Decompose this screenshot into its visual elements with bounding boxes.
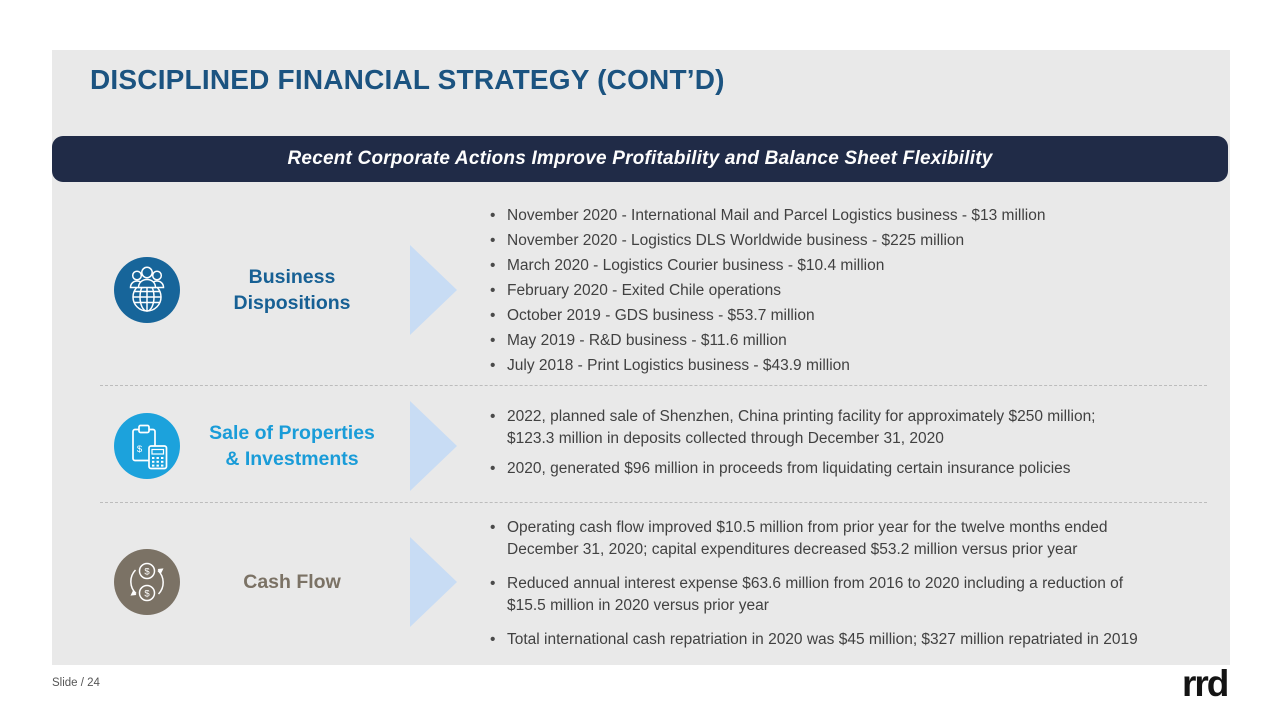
section-cash-flow: $ $ Cash Flow Operating cash flow improv…	[0, 512, 1280, 652]
section-label-cash-flow: Cash Flow	[243, 571, 341, 593]
dashed-separator	[100, 385, 1207, 386]
bullet-item: October 2019 - GDS business - $53.7 mill…	[488, 303, 1225, 328]
arrow-right-icon	[410, 401, 457, 491]
bullet-list-business-dispositions: November 2020 - International Mail and P…	[488, 203, 1225, 378]
bullet-item: Total international cash repatriation in…	[488, 629, 1225, 651]
bullet-item: November 2020 - International Mail and P…	[488, 203, 1225, 228]
svg-text:$: $	[144, 566, 150, 577]
bullet-list-sale-of-properties: 2022, planned sale of Shenzhen, China pr…	[488, 406, 1225, 480]
slide-number: Slide / 24	[52, 677, 100, 689]
svg-text:$: $	[137, 444, 143, 455]
dashed-separator	[100, 502, 1207, 503]
bullet-item: 2022, planned sale of Shenzhen, China pr…	[488, 406, 1225, 450]
headline-banner-text: Recent Corporate Actions Improve Profita…	[287, 148, 993, 169]
bullet-item: 2020, generated $96 million in proceeds …	[488, 458, 1225, 480]
bullet-item: Reduced annual interest expense $63.6 mi…	[488, 573, 1225, 617]
page-title: DISCIPLINED FINANCIAL STRATEGY (CONT’D)	[90, 64, 725, 95]
globe-people-icon	[113, 256, 181, 324]
bullet-item: July 2018 - Print Logistics business - $…	[488, 353, 1225, 378]
bullet-item: May 2019 - R&D business - $11.6 million	[488, 328, 1225, 353]
rrd-logo: rrd	[1182, 663, 1229, 704]
bullet-item: November 2020 - Logistics DLS Worldwide …	[488, 228, 1225, 253]
svg-text:$: $	[144, 588, 150, 599]
section-label-business-dispositions: Business Dispositions	[233, 266, 351, 314]
arrow-right-icon	[410, 537, 457, 627]
headline-banner: Recent Corporate Actions Improve Profita…	[52, 136, 1228, 182]
section-business-dispositions: Business Dispositions November 2020 - In…	[0, 200, 1280, 380]
bullet-item: February 2020 - Exited Chile operations	[488, 278, 1225, 303]
bullet-item: March 2020 - Logistics Courier business …	[488, 253, 1225, 278]
cash-cycle-icon: $ $	[113, 548, 181, 616]
section-label-sale-of-properties: Sale of Properties & Investments	[209, 422, 375, 470]
clipboard-calculator-icon: $	[113, 412, 181, 480]
arrow-right-icon	[410, 245, 457, 335]
bullet-list-cash-flow: Operating cash flow improved $10.5 milli…	[488, 517, 1225, 651]
section-sale-of-properties: $ Sale of Properties & Investments 2022,…	[0, 398, 1280, 494]
bullet-item: Operating cash flow improved $10.5 milli…	[488, 517, 1225, 561]
